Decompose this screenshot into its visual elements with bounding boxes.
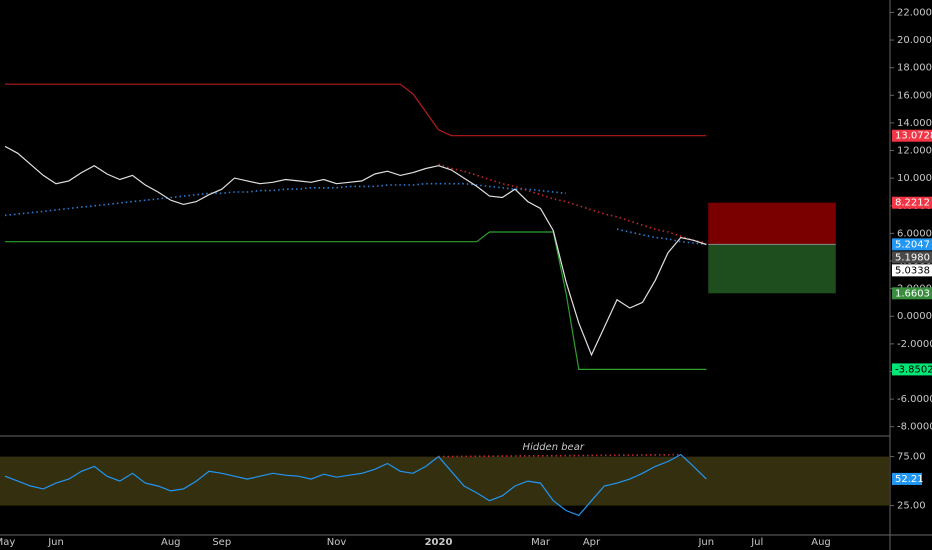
y-tick-label: 18.0000: [897, 63, 932, 74]
y-tick-label: 0.0000: [897, 311, 932, 322]
series-line: [5, 83, 707, 137]
y-tick-label: 22.0000: [897, 7, 932, 18]
price-marker: [892, 129, 932, 142]
x-tick-label: Aug: [161, 537, 181, 548]
rsi-marker-label: 52.21: [895, 474, 924, 485]
series-line: [4, 182, 707, 246]
x-tick-label: Jun: [697, 537, 714, 548]
price-marker: [892, 287, 932, 300]
rsi-marker: [892, 472, 922, 485]
price-marker-label: 5.0338: [895, 265, 930, 276]
y-tick-label: 16.0000: [897, 90, 932, 101]
x-tick-label: Jun: [47, 537, 64, 548]
y2-tick-label: 25.00: [897, 501, 926, 512]
y-tick-label: 6.0000: [897, 228, 932, 239]
x-tick-label: May: [0, 537, 15, 548]
series-line: [438, 163, 707, 244]
annotation: Hidden bear: [523, 442, 585, 453]
x-tick-label: Sep: [212, 537, 231, 548]
price-marker-label: 5.2047: [895, 239, 930, 250]
series-line: [4, 145, 707, 357]
y-tick-label: 20.0000: [897, 35, 932, 46]
y2-tick-label: 75.00: [897, 452, 926, 463]
y-tick-label: 12.0000: [897, 146, 932, 157]
price-marker-label: 1.6603: [895, 288, 930, 299]
x-tick-label: Mar: [531, 537, 551, 548]
price-marker-label: -3.8502: [895, 364, 932, 375]
y-tick-label: -8.0000: [897, 422, 932, 433]
x-tick-label: Nov: [327, 537, 347, 548]
y-tick-label: -6.0000: [897, 394, 932, 405]
y-tick-label: -2.0000: [897, 339, 932, 350]
x-tick-label: Aug: [811, 537, 831, 548]
position-stop: [708, 244, 836, 294]
price-marker: [892, 196, 932, 209]
price-marker-label: 8.2212: [895, 198, 930, 209]
y-tick-label: 14.0000: [897, 118, 932, 129]
position-target: [708, 202, 836, 245]
price-marker: [892, 238, 932, 251]
price-marker: [892, 264, 932, 277]
x-tick-label: Apr: [583, 537, 601, 548]
price-marker-label: 5.1980: [895, 252, 930, 263]
price-marker: [892, 363, 932, 376]
x-tick-label: 2020: [425, 537, 453, 548]
series-line: [5, 231, 707, 370]
series-line: [4, 453, 707, 517]
price-marker: [892, 251, 932, 264]
y-tick-label: 10.0000: [897, 173, 932, 184]
x-tick-label: Jul: [750, 537, 763, 548]
